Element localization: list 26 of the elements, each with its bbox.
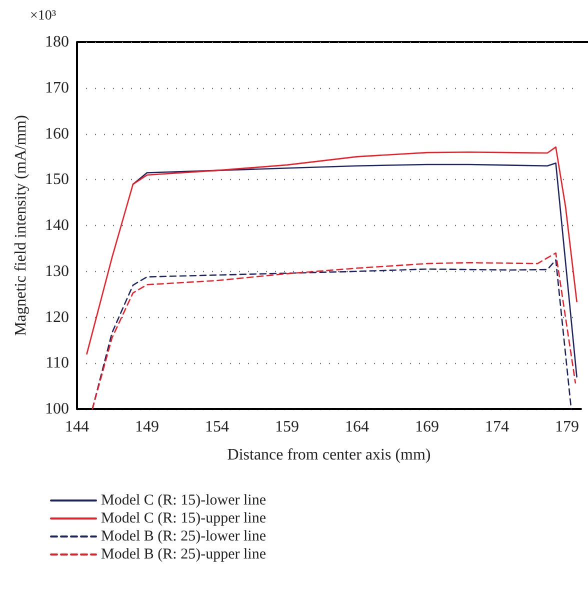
legend-label: Model B (R: 25)-lower line xyxy=(101,528,266,544)
x-tick-label: 174 xyxy=(485,418,509,436)
line-series xyxy=(132,162,578,378)
legend-label: Model C (R: 15)-upper line xyxy=(101,510,266,526)
y-tick-label: 120 xyxy=(45,308,69,326)
x-tick-label: 144 xyxy=(65,418,89,436)
x-tick-label: 179 xyxy=(555,418,579,436)
y-tick-label: 150 xyxy=(45,171,69,188)
y-tick-label: 160 xyxy=(45,125,69,142)
y-tick-label: 110 xyxy=(46,354,69,372)
x-tick-label: 149 xyxy=(135,418,159,436)
x-axis-title: Distance from center axis (mm) xyxy=(227,446,431,464)
y-tick-label: 130 xyxy=(45,262,69,280)
y-tick-label: 180 xyxy=(45,34,69,50)
y-tick-label: 100 xyxy=(45,400,69,418)
x-tick-label: 159 xyxy=(275,418,299,436)
legend-label: Model C (R: 15)-lower line xyxy=(101,492,266,508)
x-tick-label: 169 xyxy=(415,418,439,436)
line-series xyxy=(86,146,578,355)
y-axis-title: Magnetic field intensity (mA/mm) xyxy=(12,115,30,336)
legend-label: Model B (R: 25)-upper line xyxy=(101,546,266,562)
text: ×10³ xyxy=(30,8,56,24)
x-tick-label: 154 xyxy=(205,418,229,436)
x-tick-label: 164 xyxy=(345,418,369,436)
y-tick-label: 140 xyxy=(45,217,69,234)
y-tick-label: 170 xyxy=(45,79,69,96)
